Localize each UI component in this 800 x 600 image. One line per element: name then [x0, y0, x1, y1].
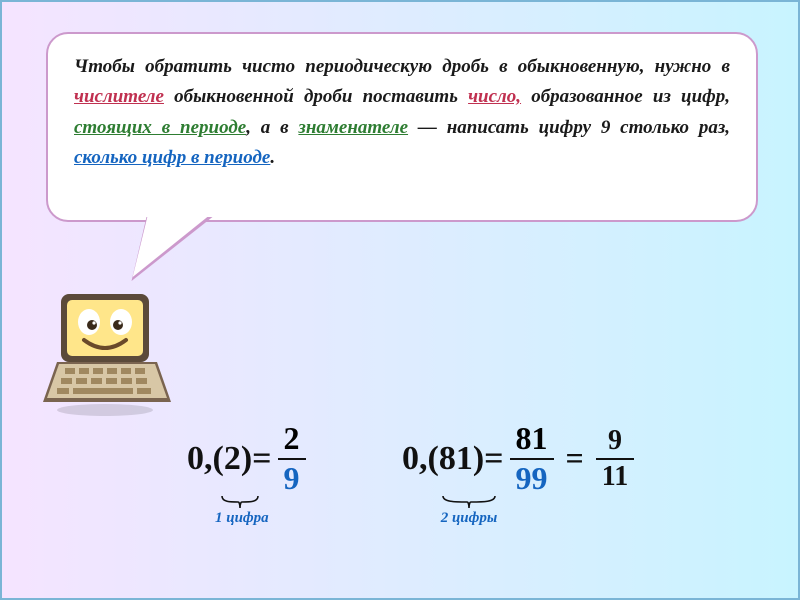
ex2-result-bar	[596, 458, 634, 460]
brace-icon	[441, 494, 497, 510]
rule-k4: знаменателе	[298, 117, 408, 138]
rule-nine: 9	[601, 117, 611, 138]
rule-t6: столько раз,	[610, 117, 730, 138]
rule-t2: обыкновенной дроби поставить	[164, 86, 468, 107]
ex2-brace: 2 цифры	[434, 494, 504, 527]
ex1-brace: 1 цифра	[215, 494, 265, 527]
ex1-denominator: 9	[278, 462, 306, 496]
rule-t7: .	[270, 147, 275, 168]
speech-bubble: Чтобы обратить чисто периодическую дробь…	[46, 32, 758, 222]
example-2: 0,(81)= 81 99 = 9 11	[402, 422, 640, 495]
laptop-character-icon	[37, 282, 177, 422]
rule-t1: Чтобы обратить чисто периодическую дробь…	[74, 56, 730, 77]
brace-icon	[220, 494, 260, 510]
ex2-result-den: 11	[596, 462, 634, 492]
rule-t3: образованное из цифр,	[521, 86, 730, 107]
rule-k2: число,	[468, 86, 521, 107]
ex2-lhs: 0,(81)=	[402, 440, 504, 478]
rule-k1: числителе	[74, 86, 164, 107]
ex2-denominator: 99	[510, 462, 554, 496]
ex2-result-num: 9	[602, 426, 628, 456]
rule-t4: , а в	[246, 117, 298, 138]
ex1-brace-label: 1 цифра	[215, 510, 265, 527]
example-1: 0,(2)= 2 9	[187, 422, 312, 495]
ex1-lhs: 0,(2)=	[187, 440, 272, 478]
rule-t5: — написать цифру	[408, 117, 601, 138]
ex2-brace-label: 2 цифры	[434, 510, 504, 527]
slide-page: Чтобы обратить чисто периодическую дробь…	[0, 0, 800, 600]
rule-k3: стоящих в периоде	[74, 117, 246, 138]
ex2-equals: =	[566, 440, 584, 477]
ex1-numerator: 2	[278, 422, 306, 456]
ex1-fraction: 2 9	[278, 422, 306, 495]
ex2-numerator: 81	[510, 422, 554, 456]
ex2-result-fraction: 9 11	[596, 426, 634, 492]
ex2-fraction: 81 99	[510, 422, 554, 495]
rule-paragraph: Чтобы обратить чисто периодическую дробь…	[74, 52, 730, 174]
rule-k5: сколько цифр в периоде	[74, 147, 270, 168]
